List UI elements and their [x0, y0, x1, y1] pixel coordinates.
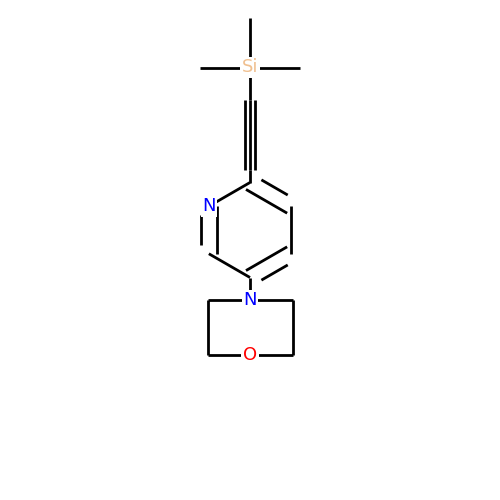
Text: N: N — [243, 291, 257, 309]
Text: O: O — [243, 346, 257, 364]
Text: N: N — [202, 197, 215, 215]
Text: Si: Si — [242, 58, 258, 76]
